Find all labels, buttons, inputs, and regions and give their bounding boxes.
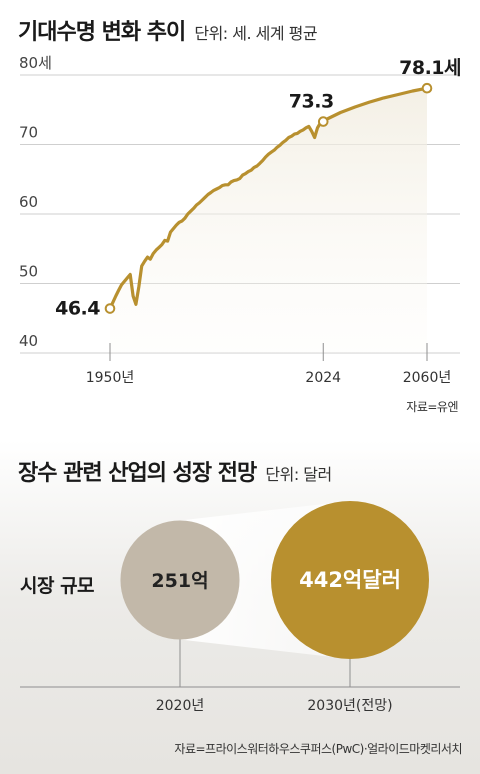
bubble-2020 — [120, 520, 240, 640]
industry-bubble-chart: 251억 2020년 442억달러 2030년(전망) — [20, 501, 460, 714]
life-expectancy-line — [108, 86, 429, 311]
data-point-marker — [104, 303, 116, 314]
industry-title-row: 장수 관련 산업의 성장 전망 단위: 달러 — [18, 455, 332, 487]
data-label: 73.3 — [289, 91, 334, 113]
source-pwc: 자료=프라이스워터하우스쿠퍼스(PwC)·얼라이드마켓리서치 — [174, 742, 462, 756]
bubble-value-label: 442억달러 — [299, 568, 401, 592]
x-tick-label: 2024 — [305, 370, 341, 386]
y-tick-label: 50 — [19, 263, 38, 281]
life-expectancy-unit: 단위: 세. 세계 평균 — [194, 24, 318, 43]
x-tick-label: 1950년 — [86, 370, 135, 386]
industry-unit: 단위: 달러 — [265, 465, 332, 484]
industry-title: 장수 관련 산업의 성장 전망 — [18, 461, 257, 486]
x-tick-label: 2060년 — [403, 370, 452, 386]
life-expectancy-area — [110, 88, 427, 353]
source-un: 자료=유엔 — [406, 400, 458, 414]
bubble-2030 — [271, 501, 429, 659]
y-tick-label: 80세 — [19, 55, 52, 72]
data-point-marker — [317, 116, 329, 127]
life-expectancy-chart: 40 50 60 70 80세 1950년 2024 2060년 46.4 73.3 78.1세 — [19, 55, 462, 386]
y-tick-label: 70 — [19, 124, 38, 142]
data-label: 78.1세 — [399, 57, 461, 79]
y-tick-label: 60 — [19, 193, 38, 211]
bubble-category-label: 2030년(전망) — [307, 698, 392, 714]
market-size-label: 시장 규모 — [20, 575, 95, 597]
bubble-value-label: 251억 — [151, 570, 208, 592]
bubble-category-label: 2020년 — [156, 698, 205, 714]
y-tick-label: 40 — [19, 332, 38, 350]
data-label: 46.4 — [55, 298, 100, 320]
life-expectancy-title: 기대수명 변화 추이 — [18, 20, 186, 45]
chart-title-row: 기대수명 변화 추이 단위: 세. 세계 평균 — [18, 14, 318, 46]
data-point-marker — [421, 82, 433, 94]
